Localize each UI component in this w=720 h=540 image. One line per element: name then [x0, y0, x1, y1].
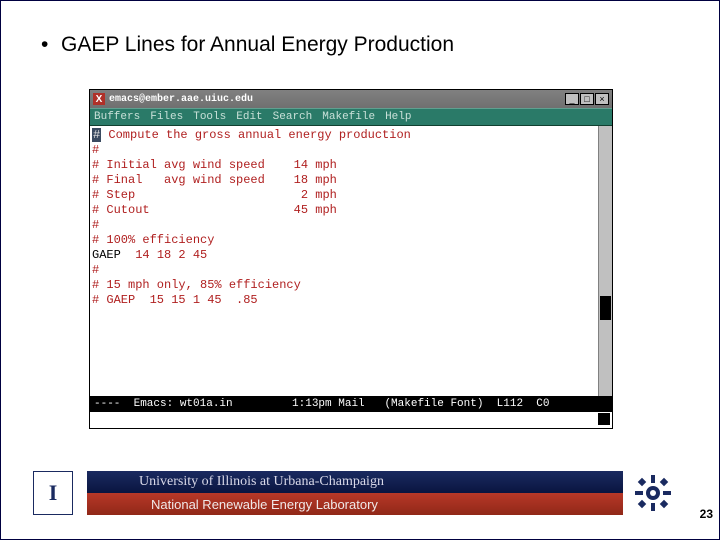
maximize-button[interactable]: □ [580, 93, 594, 105]
editor-text[interactable]: # Compute the gross annual energy produc… [90, 126, 598, 396]
window-controls: _ □ × [565, 93, 609, 105]
line11: # 15 mph only, 85% efficiency [92, 278, 301, 292]
app-icon: X [93, 93, 105, 105]
line12: # GAEP 15 15 1 45 .85 [92, 293, 258, 307]
line7: # [92, 218, 99, 232]
line9-args: 14 18 2 45 [121, 248, 207, 262]
illinois-logo: I [33, 471, 73, 515]
close-button[interactable]: × [595, 93, 609, 105]
footer-line2: National Renewable Energy Laboratory [87, 493, 623, 515]
line1-hash: # [92, 128, 101, 142]
cursor-icon [598, 413, 610, 425]
menu-buffers[interactable]: Buffers [94, 111, 140, 123]
footer: I University of Illinois at Urbana-Champ… [33, 471, 675, 515]
line4: # Final avg wind speed 18 mph [92, 173, 337, 187]
emacs-window: X emacs@ember.aae.uiuc.edu _ □ × Buffers… [89, 89, 613, 429]
menubar: Buffers Files Tools Edit Search Makefile… [90, 108, 612, 126]
line5: # Step 2 mph [92, 188, 337, 202]
window-title: emacs@ember.aae.uiuc.edu [109, 94, 253, 105]
footer-line1: University of Illinois at Urbana-Champai… [87, 471, 623, 493]
menu-edit[interactable]: Edit [236, 111, 262, 123]
menu-makefile[interactable]: Makefile [322, 111, 375, 123]
line1-text: Compute the gross annual energy producti… [101, 128, 411, 142]
scrollbar[interactable] [598, 126, 612, 396]
titlebar[interactable]: X emacs@ember.aae.uiuc.edu _ □ × [90, 90, 612, 108]
line8: # 100% efficiency [92, 233, 214, 247]
modeline: ---- Emacs: wt01a.in 1:13pm Mail (Makefi… [90, 396, 612, 412]
menu-search[interactable]: Search [273, 111, 313, 123]
line3: # Initial avg wind speed 14 mph [92, 158, 337, 172]
minibuffer[interactable] [90, 412, 612, 428]
menu-tools[interactable]: Tools [193, 111, 226, 123]
editor-area: # Compute the gross annual energy produc… [90, 126, 612, 396]
minimize-button[interactable]: _ [565, 93, 579, 105]
scrollbar-thumb[interactable] [600, 296, 611, 320]
footer-text: University of Illinois at Urbana-Champai… [87, 471, 623, 515]
slide-title: GAEP Lines for Annual Energy Production [61, 33, 454, 57]
bullet-marker: • [41, 33, 48, 57]
menu-files[interactable]: Files [150, 111, 183, 123]
line10: # [92, 263, 99, 277]
gear-logo [631, 471, 675, 515]
line6: # Cutout 45 mph [92, 203, 337, 217]
line9-keyword: GAEP [92, 248, 121, 262]
page-number: 23 [700, 507, 713, 521]
line2: # [92, 143, 99, 157]
menu-help[interactable]: Help [385, 111, 411, 123]
